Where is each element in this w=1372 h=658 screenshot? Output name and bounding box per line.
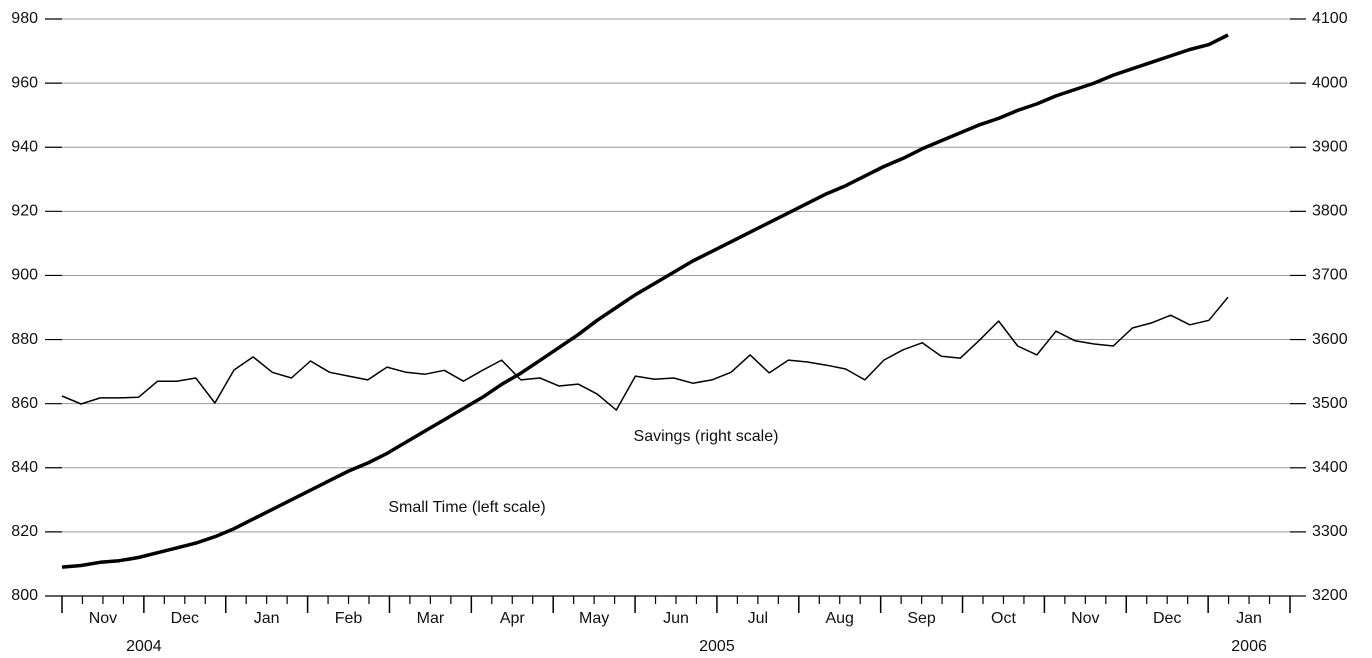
x-month-label: Feb <box>335 610 363 627</box>
x-month-label: Jul <box>748 610 768 627</box>
series-line <box>61 296 1229 411</box>
y2-tick-label: 3700 <box>1312 267 1348 284</box>
x-month-label: May <box>579 610 609 627</box>
x-year-label: 2004 <box>126 638 162 655</box>
x-month-label: Apr <box>500 610 526 627</box>
series-label: Small Time (left scale) <box>388 499 545 516</box>
y-tick-label: 880 <box>11 331 38 348</box>
y-tick-label: 800 <box>11 587 38 604</box>
x-month-label: Jan <box>1236 610 1262 627</box>
y2-tick-label: 4000 <box>1312 74 1348 91</box>
x-year-label: 2006 <box>1231 638 1267 655</box>
y-tick-label: 900 <box>11 267 38 284</box>
y2-tick-label: 3800 <box>1312 203 1348 220</box>
y2-tick-label: 3400 <box>1312 459 1348 476</box>
y2-tick-label: 3500 <box>1312 395 1348 412</box>
x-year-label: 2005 <box>699 638 735 655</box>
y2-tick-label: 3300 <box>1312 523 1348 540</box>
x-month-label: Oct <box>991 610 1016 627</box>
y-tick-label: 820 <box>11 523 38 540</box>
x-month-label: Nov <box>1071 610 1099 627</box>
y2-tick-label: 4100 <box>1312 10 1348 27</box>
y-tick-label: 840 <box>11 459 38 476</box>
y-tick-label: 920 <box>11 203 38 220</box>
x-month-label: Jun <box>663 610 689 627</box>
y2-tick-label: 3600 <box>1312 331 1348 348</box>
x-month-label: Sep <box>907 610 936 627</box>
series-line <box>61 33 1229 569</box>
series-label: Savings (right scale) <box>634 428 779 445</box>
y-tick-label: 960 <box>11 74 38 91</box>
y2-tick-label: 3900 <box>1312 138 1348 155</box>
x-month-label: Nov <box>89 610 117 627</box>
y-tick-label: 860 <box>11 395 38 412</box>
y-tick-label: 940 <box>11 138 38 155</box>
x-month-label: Dec <box>171 610 199 627</box>
x-month-label: Jan <box>254 610 280 627</box>
x-month-label: Dec <box>1153 610 1181 627</box>
x-month-label: Mar <box>417 610 445 627</box>
x-month-label: Aug <box>825 610 853 627</box>
y-tick-label: 980 <box>11 10 38 27</box>
y2-tick-label: 3200 <box>1312 587 1348 604</box>
